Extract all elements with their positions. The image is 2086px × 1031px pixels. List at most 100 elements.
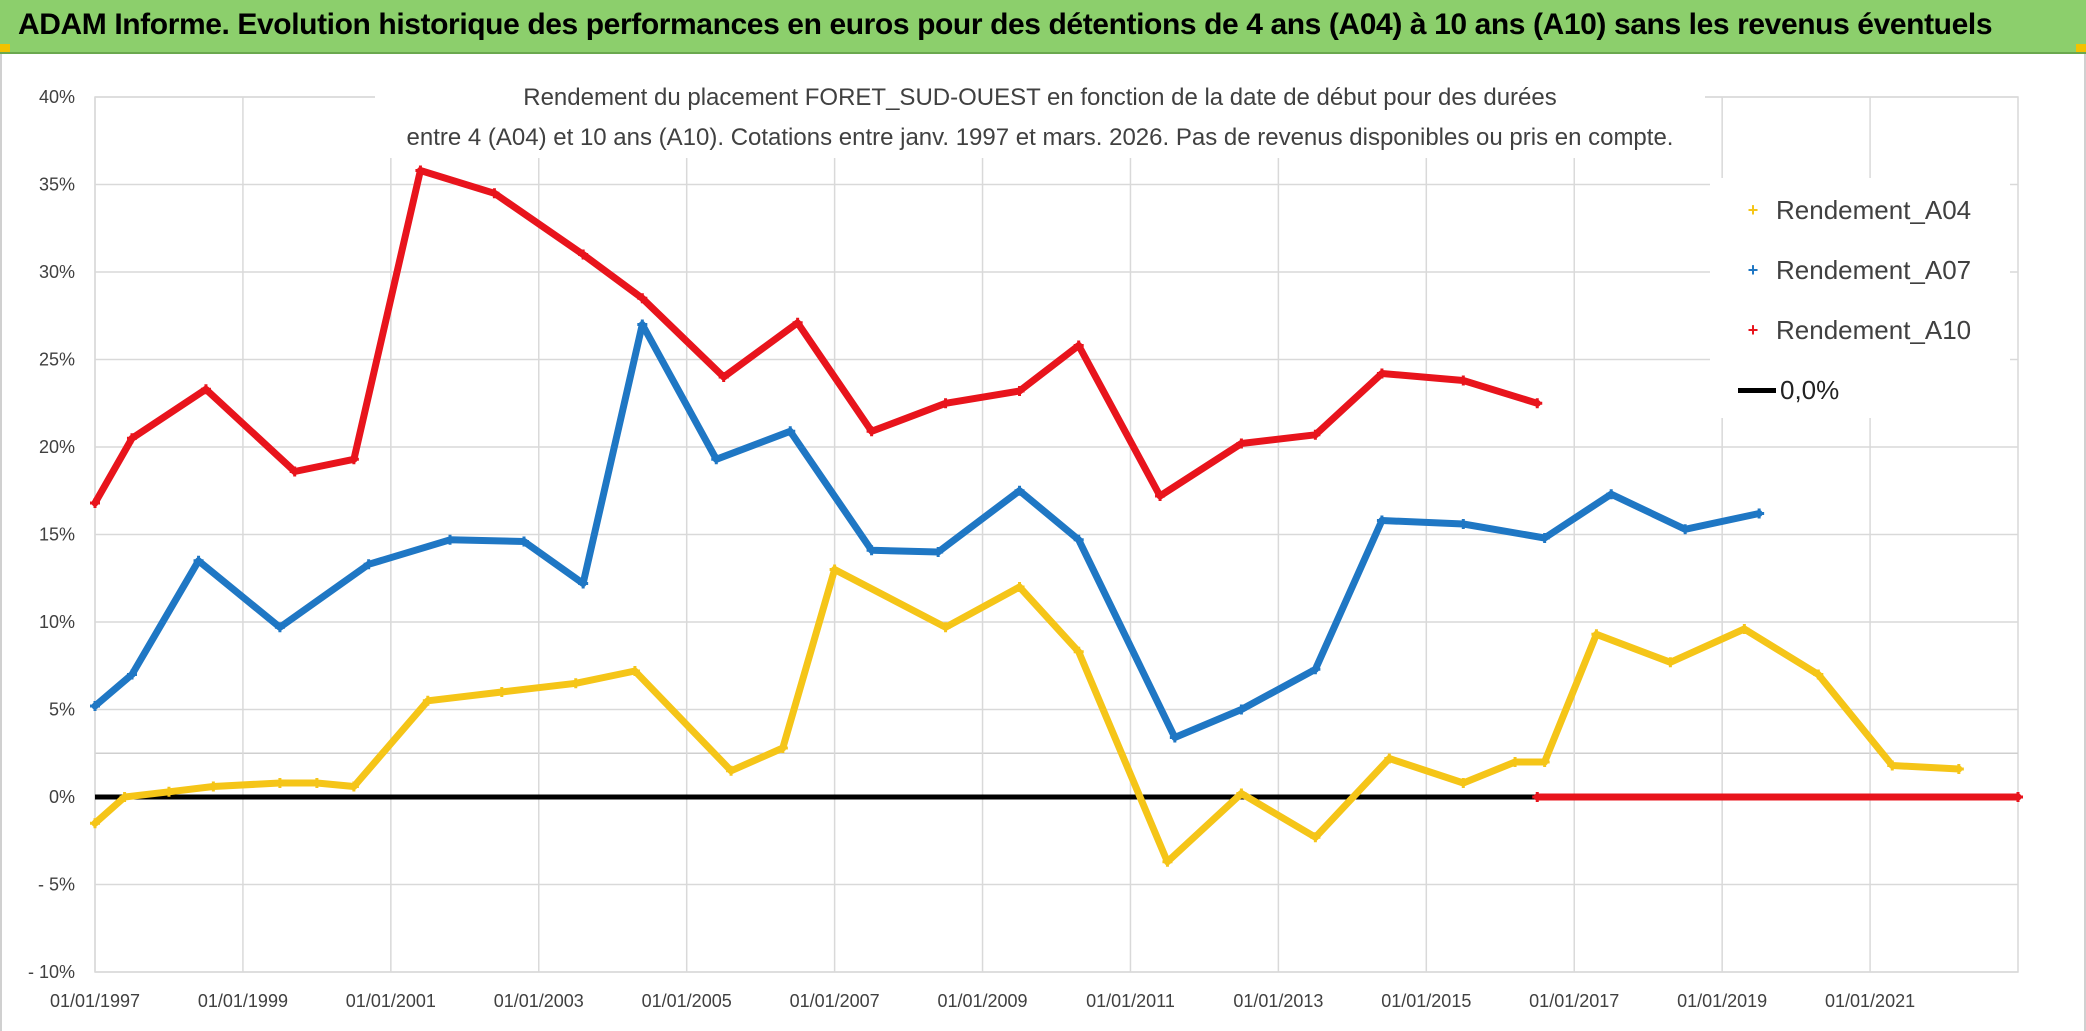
data-point-rendement-a10	[637, 293, 648, 304]
data-point-rendement-a04	[1665, 657, 1676, 668]
data-point-rendement-a10	[126, 433, 137, 444]
data-point-rendement-a07	[1606, 489, 1617, 500]
data-point-rendement-a07	[578, 578, 589, 589]
data-point-rendement-a07	[1680, 524, 1691, 535]
data-point-rendement-a07	[1310, 664, 1321, 675]
y-tick-label: 0%	[49, 787, 75, 807]
data-point-rendement-a07	[1073, 534, 1084, 545]
y-tick-label: 25%	[39, 350, 75, 370]
data-point-rendement-a04	[1162, 856, 1173, 867]
legend-label-a10: Rendement_A10	[1776, 314, 1972, 345]
legend-label-zero: 0,0%	[1780, 374, 1840, 405]
data-point-rendement-a10	[1236, 438, 1247, 449]
y-tick-label: 35%	[39, 175, 75, 195]
y-tick-label: 40%	[39, 87, 75, 107]
data-point-rendement-a04	[1510, 757, 1521, 767]
data-point-rendement-a10	[1310, 429, 1321, 440]
data-point-rendement-a07	[363, 559, 374, 570]
data-point-rendement-a07	[711, 454, 722, 465]
data-point-rendement-a04	[1014, 582, 1025, 592]
y-tick-label: - 10%	[28, 962, 75, 982]
data-point-rendement-a04	[1887, 760, 1898, 771]
data-point-rendement-a10	[1376, 368, 1387, 379]
legend-label-a07: Rendement_A07	[1776, 254, 1972, 285]
data-point-rendement-a04	[1458, 778, 1469, 788]
legend-marker-a10: +	[1747, 319, 1759, 340]
data-point-rendement-a10	[578, 249, 589, 260]
data-point-rendement-a07	[1539, 533, 1550, 543]
data-point-rendement-a10	[200, 384, 211, 395]
data-point-rendement-a04	[829, 564, 840, 575]
x-tick-label: 01/01/2003	[494, 991, 584, 1011]
legend-label-a04: Rendement_A04	[1776, 194, 1972, 225]
data-point-rendement-a04	[1813, 669, 1824, 680]
x-tick-label: 01/01/2011	[1086, 991, 1175, 1011]
data-point-rendement-a07	[1236, 704, 1247, 715]
data-point-rendement-a04	[422, 695, 433, 706]
data-point-rendement-a10	[90, 498, 100, 508]
x-tick-label: 01/01/2019	[1677, 991, 1767, 1011]
data-point-rendement-a07	[785, 426, 796, 437]
data-point-rendement-a07	[1376, 515, 1387, 526]
data-point-rendement-a10	[289, 466, 300, 477]
data-point-rendement-a04	[777, 743, 788, 753]
data-point-rendement-a04	[726, 765, 737, 776]
data-point-rendement-a04	[496, 687, 507, 697]
chart-frame	[0, 54, 2086, 1031]
data-point-rendement-a07	[1754, 508, 1765, 519]
data-point-rendement-a07	[193, 555, 204, 566]
data-point-rendement-a10	[866, 426, 877, 437]
data-point-rendement-a07	[126, 669, 137, 680]
data-point-rendement-a07	[1169, 732, 1180, 743]
legend-item-zero: 0,0%	[1738, 370, 1839, 410]
data-point-rendement-a10	[792, 317, 803, 328]
data-point-rendement-a04	[1739, 624, 1750, 634]
data-point-rendement-a04	[570, 678, 581, 689]
data-point-rendement-a04	[1591, 629, 1602, 640]
title-bar: ADAM Informe. Evolution historique des p…	[0, 0, 2086, 54]
data-point-rendement-a10-zero	[2013, 792, 2023, 802]
x-tick-label: 01/01/2015	[1381, 991, 1471, 1011]
x-tick-label: 01/01/2017	[1529, 991, 1619, 1011]
y-tick-label: 30%	[39, 262, 75, 282]
data-point-rendement-a10	[415, 165, 426, 176]
chart-title-line2: entre 4 (A04) et 10 ans (A10). Cotations…	[406, 124, 1674, 151]
data-point-rendement-a04	[1310, 832, 1321, 843]
data-point-rendement-a07	[1458, 519, 1469, 529]
corner-accent-left	[0, 44, 10, 52]
x-axis-labels: 01/01/1997 01/01/1999 01/01/2001 01/01/2003…	[50, 991, 1915, 1011]
legend-item-a07: + Rendement_A07	[1740, 250, 1971, 290]
data-point-rendement-a10	[1458, 375, 1469, 386]
x-tick-label: 01/01/2021	[1825, 991, 1915, 1011]
data-point-rendement-a07	[637, 319, 648, 330]
data-point-rendement-a04	[1539, 757, 1550, 767]
data-point-rendement-a04	[119, 792, 130, 802]
x-tick-label: 01/01/1997	[50, 991, 140, 1011]
data-point-rendement-a04	[90, 818, 100, 829]
data-point-rendement-a04	[1953, 764, 1964, 774]
y-tick-label: 5%	[49, 700, 75, 720]
page-title: ADAM Informe. Evolution historique des p…	[18, 8, 1993, 41]
data-point-rendement-a04	[163, 786, 174, 797]
data-point-rendement-a10	[940, 398, 951, 409]
data-point-rendement-a10	[489, 188, 500, 199]
data-point-rendement-a07	[518, 536, 529, 547]
x-tick-label: 01/01/2001	[346, 991, 436, 1011]
data-point-rendement-a10	[348, 454, 359, 465]
data-point-rendement-a07	[933, 547, 944, 557]
data-point-rendement-a04	[1073, 646, 1084, 657]
y-tick-label: - 5%	[38, 875, 75, 895]
data-point-rendement-a10	[1532, 398, 1543, 409]
data-point-rendement-a10	[1155, 491, 1166, 501]
x-tick-label: 01/01/2009	[937, 991, 1027, 1011]
legend-item-a04: + Rendement_A04	[1740, 190, 1971, 230]
series-line-rendement-a07	[91, 321, 1763, 741]
y-axis-labels: 40% 35% 30% 25% 20% 15% 10% 5% 0% - 5% - 10%	[28, 87, 75, 982]
data-point-rendement-a10	[1073, 340, 1084, 351]
series-line-rendement-a04	[91, 566, 1963, 866]
data-point-rendement-a04	[1384, 753, 1395, 764]
data-point-rendement-a07	[866, 545, 877, 556]
legend-marker-a04: +	[1747, 199, 1759, 220]
data-point-rendement-a07	[445, 534, 456, 545]
